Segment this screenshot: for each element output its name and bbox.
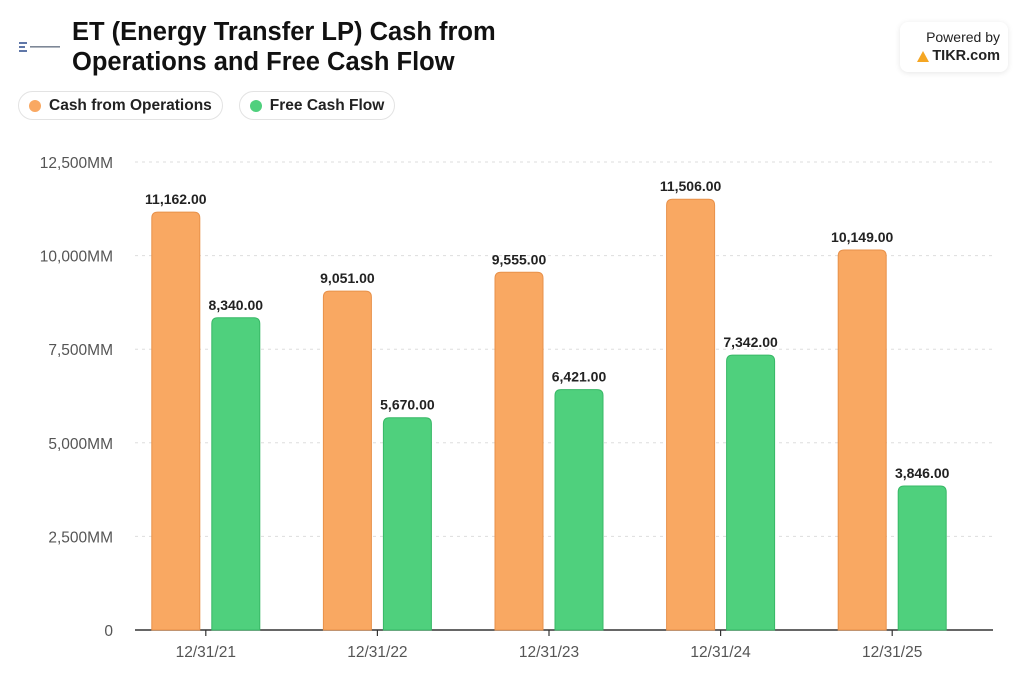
y-tick-label: 12,500MM (40, 155, 113, 172)
y-tick-label: 0 (104, 623, 113, 640)
data-label: 5,670.00 (380, 397, 435, 413)
chart-legend: Cash from Operations Free Cash Flow (18, 91, 396, 120)
bar-free-cash-flow (554, 389, 604, 631)
data-label: 3,846.00 (895, 465, 950, 481)
bar-free-cash-flow (897, 485, 947, 631)
tikr-brand-label: TIKR.com (932, 48, 1000, 64)
legend-swatch-cash-from-operations (29, 99, 41, 112)
x-tick-label: 12/31/23 (519, 644, 579, 661)
data-label: 6,421.00 (552, 369, 607, 385)
data-label: 10,149.00 (831, 229, 893, 245)
legend-label-cash-from-operations: Cash from Operations (49, 96, 212, 114)
legend-swatch-free-cash-flow (249, 99, 262, 112)
bar-cash-from-operations (151, 211, 201, 631)
powered-by-badge[interactable]: Powered by TIKR.com (900, 22, 1008, 72)
y-tick-label: 5,000MM (48, 436, 113, 453)
x-tick-label: 12/31/22 (347, 644, 407, 661)
bar-free-cash-flow (382, 417, 432, 631)
bar-cash-from-operations (494, 271, 544, 631)
data-label: 11,162.00 (145, 191, 207, 207)
data-label: 11,506.00 (660, 178, 722, 194)
x-tick-label: 12/31/25 (862, 644, 922, 661)
x-tick-label: 12/31/21 (176, 644, 236, 661)
tikr-brand: TIKR.com (917, 46, 1000, 66)
bar-cash-from-operations (322, 290, 372, 631)
data-label: 9,555.00 (492, 251, 547, 267)
bar-cash-from-operations (837, 249, 887, 631)
data-label: 7,342.00 (723, 334, 778, 350)
y-tick-label: 10,000MM (40, 249, 113, 266)
data-label: 8,340.00 (209, 297, 264, 313)
tikr-triangle-icon (917, 50, 930, 62)
y-tick-label: 2,500MM (48, 529, 113, 546)
y-tick-label: 7,500MM (48, 342, 113, 359)
energy-transfer-logo (18, 40, 62, 54)
bar-free-cash-flow (726, 354, 776, 631)
powered-by-label: Powered by (926, 29, 1000, 45)
bar-cash-from-operations (666, 198, 716, 631)
legend-item-cash-from-operations[interactable]: Cash from Operations (18, 91, 223, 120)
data-label: 9,051.00 (320, 270, 375, 286)
x-tick-label: 12/31/24 (690, 644, 751, 661)
legend-item-free-cash-flow[interactable]: Free Cash Flow (238, 91, 396, 120)
bar-free-cash-flow (211, 317, 261, 631)
legend-label-free-cash-flow: Free Cash Flow (269, 96, 385, 114)
chart-title: ET (Energy Transfer LP) Cash from Operat… (72, 18, 496, 76)
